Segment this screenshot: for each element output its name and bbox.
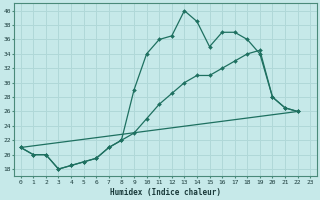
X-axis label: Humidex (Indice chaleur): Humidex (Indice chaleur) [110,188,221,197]
